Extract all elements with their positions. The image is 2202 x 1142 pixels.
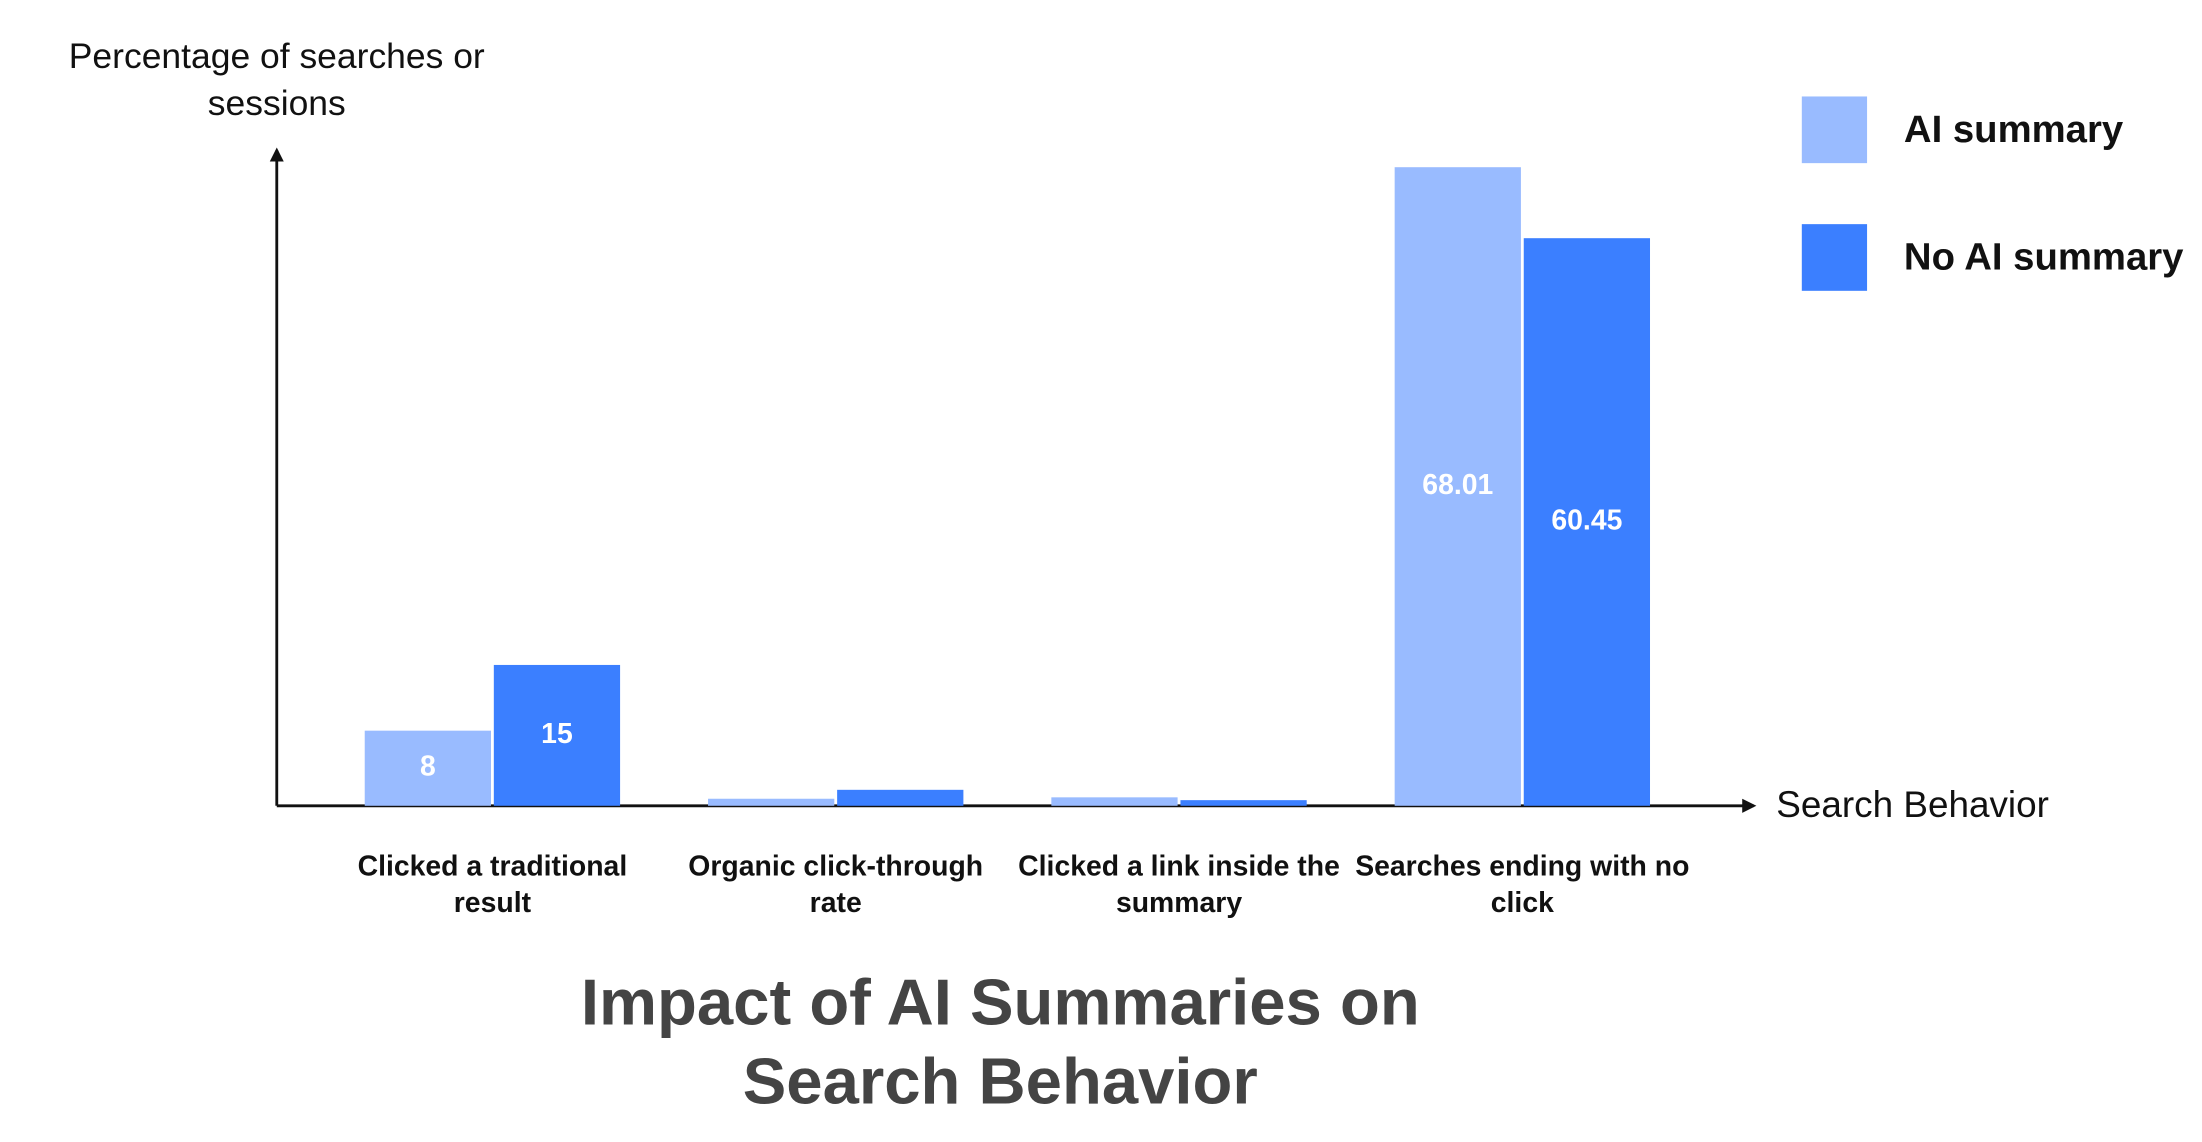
- legend-label: AI summary: [1904, 108, 2124, 151]
- x-tick-label: Clicked a link inside the summary: [1018, 851, 1340, 920]
- data-label: 60.45: [1551, 504, 1622, 536]
- x-axis-label: Search Behavior: [1776, 784, 2049, 825]
- title-box: Impact of AI Summaries on Search Behavio…: [580, 964, 1420, 1119]
- x-tick-label: Searches ending with no click: [1355, 851, 1690, 920]
- x-tick-label: Clicked a traditional result: [357, 851, 628, 920]
- bar: [493, 664, 621, 806]
- bar: [708, 798, 835, 806]
- x-tick-label-box: Organic click-through rate: [688, 851, 984, 920]
- data-label: 15: [541, 718, 573, 750]
- x-tick-label: Organic click-through rate: [688, 851, 984, 920]
- bar: [837, 789, 964, 806]
- bar: [1523, 238, 1651, 806]
- data-label: 68.01: [1422, 469, 1493, 501]
- x-tick-label-box: Clicked a traditional result: [357, 851, 628, 920]
- y-axis-label-box: Percentage of searches or sessions: [68, 36, 485, 123]
- y-axis-label: Percentage of searches or sessions: [68, 36, 485, 123]
- legend-swatch: [1801, 224, 1868, 291]
- data-label: 8: [420, 751, 436, 783]
- legend-swatch: [1801, 96, 1868, 164]
- x-tick-label-box: Clicked a link inside the summary: [1018, 851, 1340, 920]
- chart-title: Impact of AI Summaries on Search Behavio…: [580, 964, 1420, 1119]
- legend-label: No AI summary: [1904, 236, 2184, 279]
- x-tick-label-box: Searches ending with no click: [1355, 851, 1690, 920]
- bar: [1051, 797, 1178, 806]
- bar: [1180, 800, 1307, 806]
- bar: [364, 730, 491, 806]
- bar: [1394, 167, 1521, 806]
